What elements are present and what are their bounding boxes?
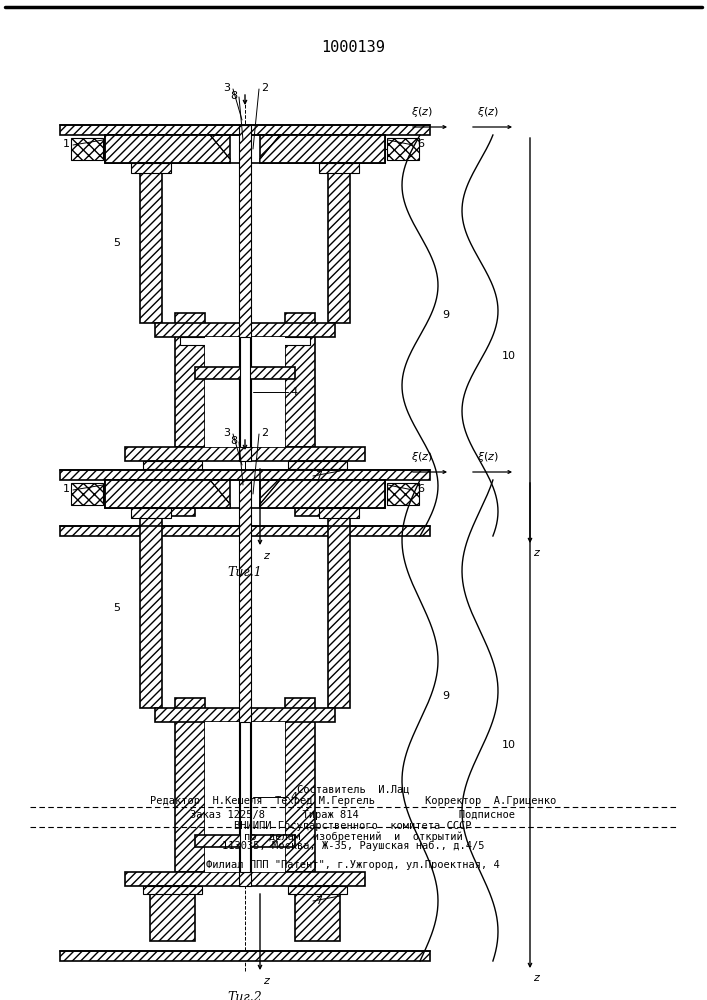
Bar — [205, 337, 285, 447]
Bar — [240, 337, 250, 447]
Text: 6: 6 — [417, 139, 424, 149]
Bar — [125, 447, 365, 461]
Bar — [260, 480, 385, 508]
Bar — [105, 480, 385, 508]
Bar — [328, 508, 350, 708]
Text: $\xi(z)$: $\xi(z)$ — [411, 450, 433, 464]
Text: Составитель  И.Лац: Составитель И.Лац — [297, 785, 409, 795]
Bar — [155, 708, 335, 722]
Text: Τиг.1: Τиг.1 — [228, 566, 262, 579]
Text: 4: 4 — [290, 387, 297, 397]
Polygon shape — [260, 135, 385, 163]
Text: z: z — [533, 548, 539, 558]
Text: 9: 9 — [442, 310, 449, 320]
Text: $\xi(z)$: $\xi(z)$ — [477, 105, 499, 119]
Bar — [319, 163, 359, 173]
Polygon shape — [105, 480, 230, 508]
Text: 1: 1 — [63, 139, 70, 149]
Text: по  делам  изобретений  и  открытий: по делам изобретений и открытий — [244, 831, 462, 842]
Bar — [60, 125, 430, 135]
Text: z: z — [533, 973, 539, 983]
Text: Заказ 1225/8      Тираж 814                Подписное: Заказ 1225/8 Тираж 814 Подписное — [190, 810, 515, 820]
Bar — [155, 323, 335, 337]
Text: $\xi(z)$: $\xi(z)$ — [411, 105, 433, 119]
Bar — [150, 886, 195, 941]
Polygon shape — [260, 480, 385, 508]
Text: 4: 4 — [290, 792, 297, 802]
Bar — [60, 470, 430, 480]
Bar — [295, 886, 340, 941]
Bar — [239, 480, 251, 886]
Bar — [143, 886, 202, 894]
Bar — [60, 526, 430, 536]
Text: Редактор  Н.Кешеля  Техред М.Гергель        Корректор  А.Гриценко: Редактор Н.Кешеля Техред М.Гергель Корре… — [150, 796, 556, 806]
Bar — [131, 163, 171, 173]
Bar — [195, 367, 295, 379]
Bar — [387, 483, 419, 505]
Text: 9: 9 — [442, 691, 449, 701]
Polygon shape — [105, 135, 230, 163]
Bar — [143, 461, 202, 469]
Bar — [288, 886, 347, 894]
Text: 7: 7 — [315, 471, 322, 481]
Bar — [195, 835, 295, 847]
Text: 6: 6 — [417, 484, 424, 494]
Text: 7: 7 — [315, 896, 322, 906]
Bar — [105, 480, 230, 508]
Text: z: z — [263, 551, 269, 561]
Bar — [140, 508, 162, 708]
Text: 2: 2 — [261, 83, 268, 93]
Bar — [125, 872, 365, 886]
Bar — [180, 337, 310, 345]
Text: 5: 5 — [113, 238, 120, 248]
Text: Филиал ППП "Патент", г.Ужгород, ул.Проектная, 4: Филиал ППП "Патент", г.Ужгород, ул.Проек… — [206, 860, 500, 870]
Bar — [239, 125, 251, 461]
Text: 10: 10 — [502, 351, 516, 361]
Bar — [285, 698, 315, 872]
Bar — [240, 722, 250, 872]
Bar — [295, 461, 340, 516]
Text: 2: 2 — [261, 428, 268, 438]
Text: 8: 8 — [230, 436, 237, 446]
Bar — [260, 135, 385, 163]
Bar — [387, 138, 419, 160]
Text: 3: 3 — [223, 83, 230, 93]
Text: 3: 3 — [223, 428, 230, 438]
Text: 5: 5 — [113, 603, 120, 613]
Text: 1: 1 — [63, 484, 70, 494]
Bar — [328, 163, 350, 323]
Bar — [175, 313, 205, 447]
Bar — [71, 138, 103, 160]
Bar — [288, 461, 347, 469]
Bar — [175, 698, 205, 872]
Text: 8: 8 — [230, 91, 237, 101]
Bar — [105, 135, 230, 163]
Bar — [319, 508, 359, 518]
Bar — [285, 313, 315, 447]
Text: 10: 10 — [502, 740, 516, 750]
Bar — [205, 722, 285, 872]
Bar — [60, 951, 430, 961]
Text: Τиг.2: Τиг.2 — [228, 991, 262, 1000]
Bar — [71, 483, 103, 505]
Bar — [131, 508, 171, 518]
Bar — [150, 461, 195, 516]
Text: 113035, Москва, Ж-35, Раушская наб., д.4/5: 113035, Москва, Ж-35, Раушская наб., д.4… — [222, 841, 484, 851]
Bar — [140, 163, 162, 323]
Text: ВНИИПИ Государственного  комитета СССР: ВНИИПИ Государственного комитета СССР — [234, 821, 472, 831]
Text: $\xi(z)$: $\xi(z)$ — [477, 450, 499, 464]
Text: 1000139: 1000139 — [321, 40, 385, 55]
Text: z: z — [263, 976, 269, 986]
Bar — [105, 135, 385, 163]
